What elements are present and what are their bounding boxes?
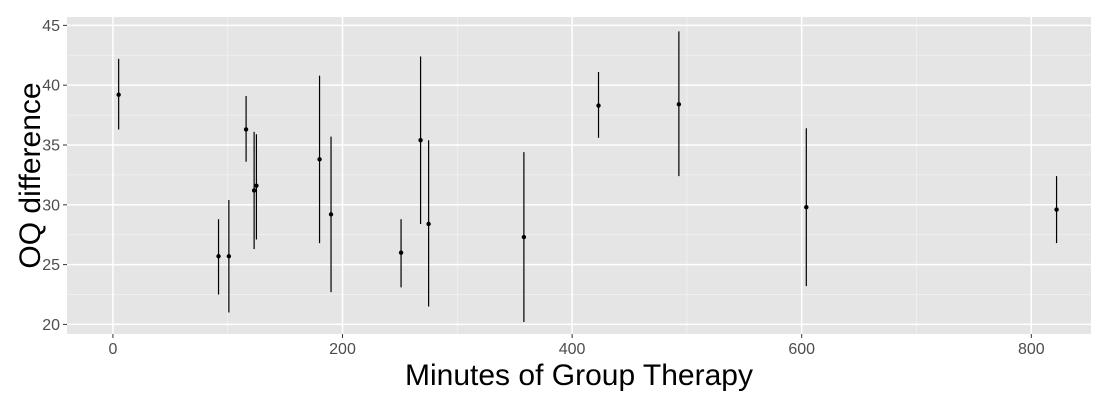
data-point (676, 102, 682, 107)
data-point-group (251, 131, 257, 250)
data-point (398, 250, 404, 255)
x-tick-label: 600 (788, 341, 815, 358)
y-tick-label: 40 (42, 78, 60, 95)
data-point (426, 221, 431, 227)
y-axis-ticks: 20 25 30 35 40 45 (42, 18, 67, 334)
data-point-group (1054, 176, 1059, 244)
data-point-group (243, 95, 249, 162)
data-point-group (216, 219, 221, 295)
y-tick-label: 45 (42, 18, 60, 35)
x-tick-label: 200 (329, 341, 356, 358)
data-point (328, 212, 334, 217)
x-axis-ticks: 0 200 400 600 800 (108, 334, 1045, 358)
data-point-group (596, 72, 601, 138)
x-tick-label: 800 (1018, 341, 1045, 358)
data-point-group (676, 31, 682, 177)
data-point (226, 254, 232, 259)
data-point (216, 254, 221, 259)
y-tick-label: 20 (42, 317, 60, 334)
data-point (1054, 207, 1059, 212)
data-point-group (804, 128, 809, 287)
error-bar-points (116, 31, 1059, 323)
data-point (804, 205, 809, 210)
major-gridlines (67, 17, 1091, 334)
data-point (418, 138, 423, 143)
data-point-group (398, 219, 404, 288)
data-point (251, 188, 257, 193)
data-point-group (317, 75, 322, 244)
data-point-group (226, 200, 232, 313)
y-tick-label: 25 (42, 257, 60, 274)
y-axis-title: OQ difference (14, 82, 47, 268)
data-point-group (116, 58, 121, 130)
x-tick-label: 400 (559, 341, 586, 358)
y-tick-label: 30 (42, 197, 60, 214)
data-point (116, 92, 121, 97)
x-tick-label: 0 (108, 341, 117, 358)
data-point-group (418, 56, 423, 224)
plot-panel (67, 17, 1091, 334)
data-point-group (254, 134, 259, 240)
data-point (596, 103, 601, 108)
data-point (521, 234, 527, 240)
data-point-group (328, 136, 334, 293)
data-point (317, 157, 322, 162)
data-point (254, 183, 259, 188)
data-point (243, 127, 249, 132)
data-point-group (426, 140, 431, 307)
data-point-group (521, 152, 527, 323)
x-axis-title: Minutes of Group Therapy (405, 359, 753, 392)
y-tick-label: 35 (42, 137, 60, 154)
minor-gridlines (67, 17, 1091, 334)
